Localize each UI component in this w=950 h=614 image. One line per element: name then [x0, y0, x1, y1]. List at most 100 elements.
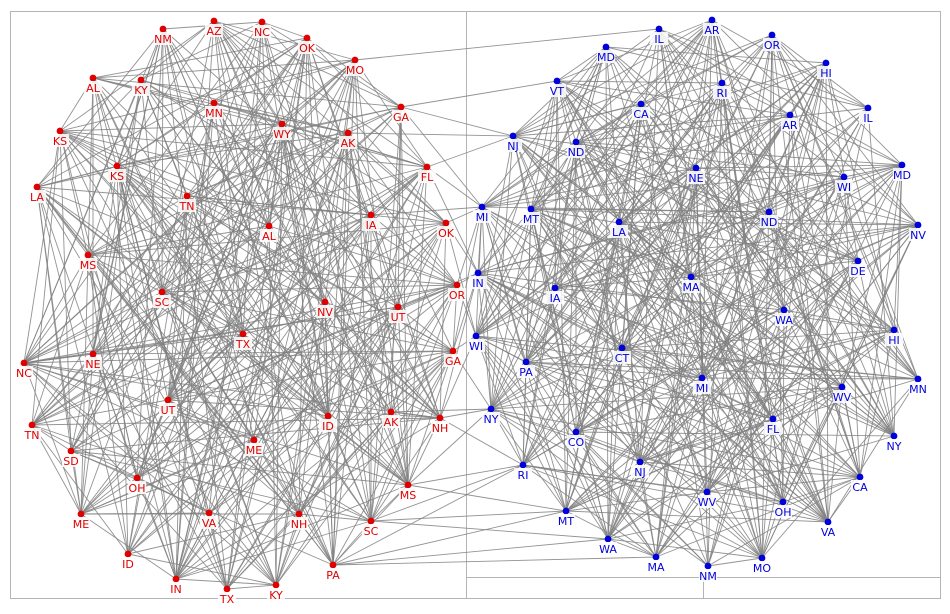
left-cluster-node[interactable]: SD [61, 447, 81, 468]
left-cluster-node[interactable]: OK [436, 219, 456, 240]
right-cluster-node[interactable]: MO [752, 554, 772, 575]
left-cluster-node[interactable]: NM [153, 25, 173, 46]
left-cluster-node[interactable]: TN [22, 421, 42, 442]
right-cluster-node[interactable]: RI [513, 461, 533, 482]
left-cluster-node[interactable]: ID [318, 412, 338, 433]
left-cluster-node[interactable]: NC [252, 18, 272, 39]
left-cluster-node[interactable]: KS [50, 127, 70, 148]
left-cluster-node[interactable]: NV [315, 298, 335, 319]
right-cluster-node[interactable]: NV [908, 221, 928, 242]
right-cluster-node-label-bg [566, 145, 586, 158]
right-cluster-node[interactable]: NJ [630, 458, 650, 479]
left-cluster-node[interactable]: KY [131, 76, 151, 97]
right-cluster-node[interactable]: ND [759, 208, 779, 229]
left-cluster-node[interactable]: ME [71, 510, 91, 531]
right-cluster-node[interactable]: NY [884, 432, 904, 453]
left-cluster-node[interactable]: FL [417, 163, 437, 184]
left-cluster-node[interactable]: NC [14, 359, 34, 380]
left-cluster-node[interactable]: AK [338, 129, 358, 150]
right-cluster-node[interactable]: WV [833, 383, 852, 404]
left-cluster-node[interactable]: VA [199, 509, 219, 530]
left-cluster-node[interactable]: AK [381, 408, 401, 429]
right-cluster-node[interactable]: FL [763, 415, 783, 436]
left-cluster-node[interactable]: LA [27, 183, 47, 204]
right-cluster-node[interactable]: OR [762, 31, 782, 52]
left-cluster-node[interactable]: NH [430, 414, 450, 435]
right-cluster-node[interactable]: MN [908, 375, 928, 396]
right-cluster-node[interactable]: IL [649, 25, 669, 46]
right-cluster-node[interactable]: MD [596, 43, 616, 64]
right-cluster-node[interactable]: WI [834, 173, 854, 194]
left-cluster-node[interactable]: MS [398, 481, 418, 502]
right-cluster-edge [530, 208, 785, 311]
left-cluster-node[interactable]: TN [177, 192, 197, 213]
left-cluster-node[interactable]: NE [83, 350, 103, 371]
left-cluster-node[interactable]: ME [244, 436, 264, 457]
left-cluster-node[interactable]: GA [391, 103, 411, 124]
right-cluster-node[interactable]: MD [892, 161, 912, 182]
right-cluster-node[interactable]: AR [780, 111, 800, 132]
right-cluster-node[interactable]: DE [848, 257, 868, 278]
left-cluster-node[interactable]: NH [289, 510, 309, 531]
right-cluster-node[interactable]: IA [545, 284, 565, 305]
right-cluster-node[interactable]: MT [556, 507, 576, 528]
right-cluster-node[interactable]: WV [698, 488, 717, 509]
right-cluster-node[interactable]: NY [481, 405, 501, 426]
left-cluster-node[interactable]: AL [83, 74, 103, 95]
right-cluster-node[interactable]: MT [521, 205, 541, 226]
right-cluster-node[interactable]: CT [612, 344, 632, 365]
left-cluster-node[interactable]: GA [443, 347, 463, 368]
right-cluster-node[interactable]: RI [712, 79, 732, 100]
left-cluster-node[interactable]: AZ [204, 17, 224, 38]
right-cluster-node[interactable]: VA [818, 518, 838, 539]
left-cluster-node[interactable]: SC [152, 288, 172, 309]
right-cluster-edge [530, 208, 577, 433]
right-cluster-node[interactable]: HI [884, 326, 904, 347]
left-cluster-node[interactable]: AL [259, 222, 279, 243]
right-cluster-node[interactable]: WI [466, 332, 486, 353]
right-cluster-node[interactable]: PA [516, 358, 536, 379]
right-cluster-node[interactable]: IN [468, 269, 488, 290]
left-cluster-node[interactable]: ID [118, 550, 138, 571]
right-cluster-node[interactable]: MI [692, 374, 712, 395]
left-cluster-node[interactable]: IN [166, 575, 186, 596]
left-cluster-node[interactable]: KS [107, 162, 127, 183]
right-cluster-node[interactable]: CA [631, 100, 651, 121]
left-cluster-node[interactable]: TX [233, 330, 253, 351]
left-cluster-edge [186, 132, 349, 197]
left-cluster-node[interactable]: UT [158, 396, 178, 417]
left-cluster-node[interactable]: OH [127, 474, 147, 495]
right-cluster-node[interactable]: WA [598, 535, 617, 556]
left-cluster-node[interactable]: MS [78, 251, 98, 272]
left-cluster-node-label-bg [127, 481, 147, 494]
right-cluster-node[interactable]: IL [858, 104, 878, 125]
right-cluster-node[interactable]: CA [850, 473, 870, 494]
right-cluster-node[interactable]: LA [609, 218, 629, 239]
left-cluster-node[interactable]: OR [447, 281, 467, 302]
right-cluster-node[interactable]: MA [681, 273, 701, 294]
right-cluster-node[interactable]: HI [816, 59, 836, 80]
left-cluster-node[interactable]: SC [361, 517, 381, 538]
left-cluster-node[interactable]: IA [361, 211, 381, 232]
right-cluster-node[interactable]: OH [773, 498, 793, 519]
right-cluster-node[interactable]: VT [547, 77, 567, 98]
left-cluster-node[interactable]: MO [345, 56, 365, 77]
left-cluster-node[interactable]: PA [323, 561, 343, 582]
left-cluster-node[interactable]: OK [297, 34, 317, 55]
right-cluster-node[interactable]: CO [566, 428, 586, 449]
left-cluster-node[interactable]: KY [266, 581, 286, 602]
left-cluster-node[interactable]: WY [272, 120, 292, 141]
right-cluster-node[interactable]: ND [566, 138, 586, 159]
right-cluster-node[interactable]: NE [686, 164, 706, 185]
right-cluster-edge [477, 176, 845, 274]
right-cluster-node[interactable]: MI [472, 203, 492, 224]
right-cluster-node[interactable]: NM [698, 562, 718, 583]
right-cluster-edge [706, 418, 774, 493]
right-cluster-node[interactable]: MA [646, 553, 666, 574]
right-cluster-node[interactable]: NJ [503, 132, 523, 153]
left-cluster-node[interactable]: TX [217, 585, 237, 606]
right-cluster-node[interactable]: AR [702, 16, 722, 37]
right-cluster-node[interactable]: WA [774, 306, 793, 327]
left-cluster-node[interactable]: UT [388, 303, 408, 324]
left-cluster-node[interactable]: MN [204, 99, 224, 120]
